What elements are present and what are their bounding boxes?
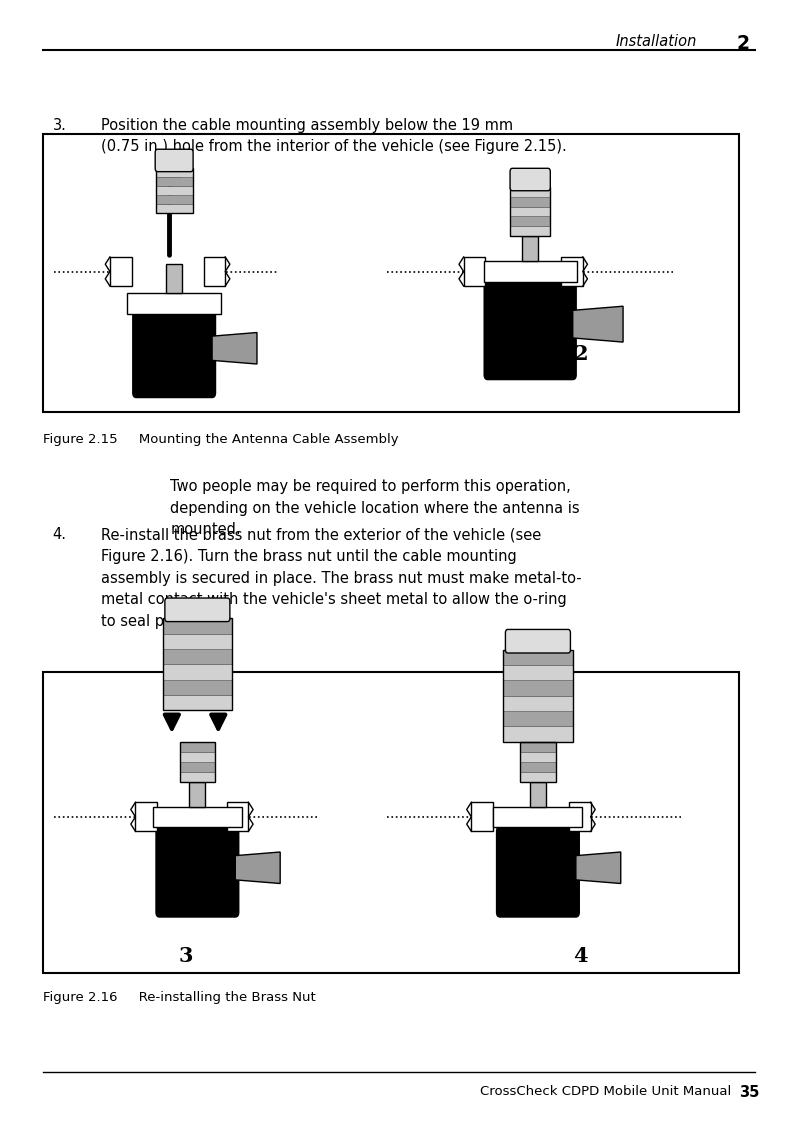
- Text: 4: 4: [573, 946, 588, 966]
- Bar: [463, 257, 485, 286]
- FancyBboxPatch shape: [497, 827, 579, 917]
- Polygon shape: [235, 852, 280, 883]
- Bar: [569, 802, 591, 831]
- Bar: [180, 762, 215, 772]
- Bar: [155, 177, 192, 186]
- Bar: [510, 217, 550, 226]
- Bar: [162, 680, 232, 695]
- Bar: [162, 618, 232, 634]
- Bar: [503, 680, 573, 696]
- Text: Figure 2.16     Re-installing the Brass Nut: Figure 2.16 Re-installing the Brass Nut: [43, 991, 315, 1004]
- Bar: [503, 650, 573, 665]
- Text: 1: 1: [163, 380, 177, 401]
- FancyBboxPatch shape: [510, 168, 550, 191]
- Text: Installation: Installation: [615, 34, 697, 48]
- Bar: [227, 802, 249, 831]
- FancyBboxPatch shape: [155, 149, 193, 172]
- Bar: [162, 664, 232, 680]
- Text: 2: 2: [737, 34, 749, 53]
- Bar: [562, 257, 583, 286]
- Bar: [503, 665, 573, 680]
- Polygon shape: [573, 306, 623, 342]
- Bar: [493, 807, 582, 827]
- Bar: [135, 802, 157, 831]
- Polygon shape: [576, 852, 621, 883]
- Bar: [162, 618, 232, 710]
- Text: Position the cable mounting assembly below the 19 mm
(0.75 in.) hole from the in: Position the cable mounting assembly bel…: [101, 118, 566, 155]
- Bar: [520, 762, 556, 772]
- Bar: [166, 264, 182, 293]
- Bar: [162, 695, 232, 710]
- Text: Re-install the brass nut from the exterior of the vehicle (see
Figure 2.16). Tur: Re-install the brass nut from the exteri…: [101, 527, 581, 628]
- Bar: [180, 742, 215, 752]
- Bar: [110, 257, 131, 286]
- Bar: [520, 752, 556, 762]
- Text: 4.: 4.: [52, 527, 67, 542]
- Bar: [155, 168, 192, 177]
- Bar: [510, 226, 550, 236]
- Bar: [162, 649, 232, 664]
- Bar: [503, 650, 573, 742]
- Bar: [503, 726, 573, 742]
- FancyBboxPatch shape: [505, 629, 570, 653]
- Bar: [43, 672, 739, 973]
- Bar: [471, 802, 493, 831]
- FancyBboxPatch shape: [156, 827, 238, 917]
- FancyBboxPatch shape: [133, 307, 215, 397]
- Bar: [530, 782, 546, 807]
- Bar: [180, 742, 215, 782]
- Bar: [127, 293, 221, 314]
- Bar: [189, 782, 205, 807]
- Bar: [520, 742, 556, 782]
- Bar: [180, 772, 215, 782]
- Bar: [180, 752, 215, 762]
- Text: Figure 2.15     Mounting the Antenna Cable Assembly: Figure 2.15 Mounting the Antenna Cable A…: [43, 433, 398, 447]
- Text: 2: 2: [573, 343, 588, 364]
- Bar: [155, 186, 192, 195]
- Bar: [155, 204, 192, 213]
- Bar: [43, 134, 739, 412]
- Bar: [162, 634, 232, 649]
- Bar: [510, 187, 550, 197]
- Text: CrossCheck CDPD Mobile Unit Manual: CrossCheck CDPD Mobile Unit Manual: [480, 1085, 731, 1098]
- Bar: [155, 168, 192, 213]
- Bar: [510, 197, 550, 206]
- Text: 35: 35: [739, 1085, 760, 1100]
- Bar: [484, 261, 577, 282]
- Bar: [522, 236, 539, 261]
- Text: 3: 3: [178, 946, 193, 966]
- Bar: [510, 206, 550, 217]
- Text: 3.: 3.: [52, 118, 67, 132]
- Bar: [155, 195, 192, 204]
- Bar: [503, 711, 573, 726]
- Bar: [510, 187, 550, 236]
- Text: Two people may be required to perform this operation,
depending on the vehicle l: Two people may be required to perform th…: [170, 479, 580, 537]
- FancyBboxPatch shape: [485, 278, 576, 379]
- Polygon shape: [212, 332, 257, 364]
- Bar: [520, 772, 556, 782]
- Bar: [153, 807, 242, 827]
- FancyBboxPatch shape: [165, 598, 230, 622]
- Bar: [520, 742, 556, 752]
- Bar: [204, 257, 225, 286]
- Bar: [503, 696, 573, 711]
